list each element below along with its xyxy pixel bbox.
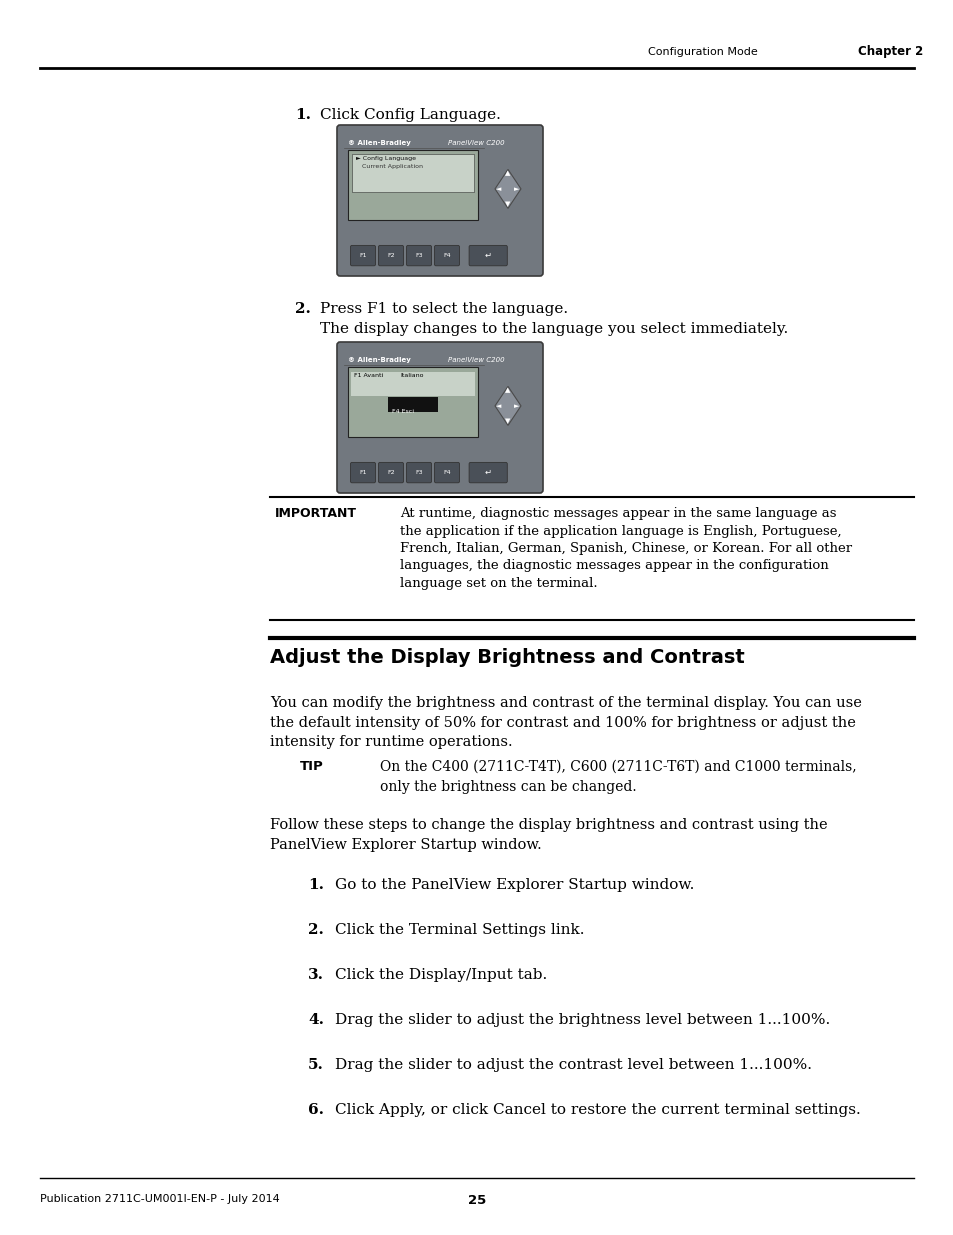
Text: ↵: ↵ — [484, 468, 491, 477]
Text: Go to the PanelView Explorer Startup window.: Go to the PanelView Explorer Startup win… — [335, 878, 694, 892]
Text: ® Allen-Bradley: ® Allen-Bradley — [348, 140, 411, 146]
Text: ↵: ↵ — [484, 251, 491, 261]
Text: ►: ► — [514, 186, 519, 191]
Text: At runtime, diagnostic messages appear in the same language as
the application i: At runtime, diagnostic messages appear i… — [399, 508, 851, 590]
Text: ► Config Language: ► Config Language — [355, 156, 416, 161]
Text: F2: F2 — [387, 471, 395, 475]
Text: PanelView C200: PanelView C200 — [448, 140, 504, 146]
Text: ▼: ▼ — [505, 419, 510, 425]
Text: F1 Avanti: F1 Avanti — [354, 373, 383, 378]
Text: F2: F2 — [387, 253, 395, 258]
Text: F3: F3 — [415, 471, 422, 475]
Text: 4.: 4. — [308, 1013, 324, 1028]
Text: F4: F4 — [443, 471, 451, 475]
FancyBboxPatch shape — [352, 154, 474, 193]
FancyBboxPatch shape — [434, 462, 459, 483]
Text: Follow these steps to change the display brightness and contrast using the
Panel: Follow these steps to change the display… — [270, 818, 827, 851]
FancyBboxPatch shape — [406, 462, 431, 483]
Text: F1: F1 — [359, 253, 366, 258]
FancyBboxPatch shape — [378, 246, 403, 266]
FancyBboxPatch shape — [351, 372, 475, 396]
Text: ▼: ▼ — [505, 201, 510, 207]
Polygon shape — [495, 169, 520, 209]
Text: Configuration Mode: Configuration Mode — [647, 47, 757, 57]
FancyBboxPatch shape — [350, 462, 375, 483]
FancyBboxPatch shape — [350, 246, 375, 266]
Text: ▲: ▲ — [505, 170, 510, 177]
Text: On the C400 (2711C-T4T), C600 (2711C-T6T) and C1000 terminals,
only the brightne: On the C400 (2711C-T4T), C600 (2711C-T6T… — [379, 760, 856, 794]
FancyBboxPatch shape — [434, 246, 459, 266]
Text: Click the Display/Input tab.: Click the Display/Input tab. — [335, 968, 547, 982]
Text: Press F1 to select the language.: Press F1 to select the language. — [319, 303, 568, 316]
FancyBboxPatch shape — [469, 462, 507, 483]
Text: TIP: TIP — [299, 760, 323, 773]
Text: F4: F4 — [443, 253, 451, 258]
Text: ▲: ▲ — [505, 388, 510, 393]
FancyBboxPatch shape — [469, 246, 507, 266]
Text: 25: 25 — [467, 1194, 486, 1207]
FancyBboxPatch shape — [406, 246, 431, 266]
Text: IMPORTANT: IMPORTANT — [274, 508, 356, 520]
Text: PanelView C200: PanelView C200 — [448, 357, 504, 363]
Text: F4 Esci: F4 Esci — [392, 409, 414, 414]
Text: Click Apply, or click Cancel to restore the current terminal settings.: Click Apply, or click Cancel to restore … — [335, 1103, 860, 1116]
Text: 2.: 2. — [294, 303, 311, 316]
Text: F3: F3 — [415, 253, 422, 258]
Text: ◄: ◄ — [496, 186, 501, 191]
Text: The display changes to the language you select immediately.: The display changes to the language you … — [319, 322, 787, 336]
Text: ►: ► — [514, 403, 519, 409]
Text: Italiano: Italiano — [399, 373, 423, 378]
Text: Publication 2711C-UM001I-EN-P - July 2014: Publication 2711C-UM001I-EN-P - July 201… — [40, 1194, 279, 1204]
FancyBboxPatch shape — [378, 462, 403, 483]
FancyBboxPatch shape — [348, 149, 477, 220]
FancyBboxPatch shape — [336, 125, 542, 275]
Text: Current Application: Current Application — [361, 164, 422, 169]
Polygon shape — [495, 387, 520, 425]
Text: Click the Terminal Settings link.: Click the Terminal Settings link. — [335, 923, 584, 937]
Text: Adjust the Display Brightness and Contrast: Adjust the Display Brightness and Contra… — [270, 648, 744, 667]
Text: Chapter 2: Chapter 2 — [857, 46, 923, 58]
Text: 1.: 1. — [308, 878, 324, 892]
Text: Drag the slider to adjust the brightness level between 1...100%.: Drag the slider to adjust the brightness… — [335, 1013, 829, 1028]
Text: Click Config Language.: Click Config Language. — [319, 107, 500, 122]
Text: 5.: 5. — [308, 1058, 323, 1072]
Text: You can modify the brightness and contrast of the terminal display. You can use
: You can modify the brightness and contra… — [270, 697, 861, 748]
Text: ◄: ◄ — [496, 403, 501, 409]
Text: F1: F1 — [359, 471, 366, 475]
Text: ® Allen-Bradley: ® Allen-Bradley — [348, 357, 411, 363]
FancyBboxPatch shape — [388, 396, 437, 412]
Text: Drag the slider to adjust the contrast level between 1...100%.: Drag the slider to adjust the contrast l… — [335, 1058, 811, 1072]
Text: 3.: 3. — [308, 968, 324, 982]
Text: 6.: 6. — [308, 1103, 324, 1116]
FancyBboxPatch shape — [348, 367, 477, 437]
FancyBboxPatch shape — [336, 342, 542, 493]
Text: 2.: 2. — [308, 923, 323, 937]
Text: 1.: 1. — [294, 107, 311, 122]
